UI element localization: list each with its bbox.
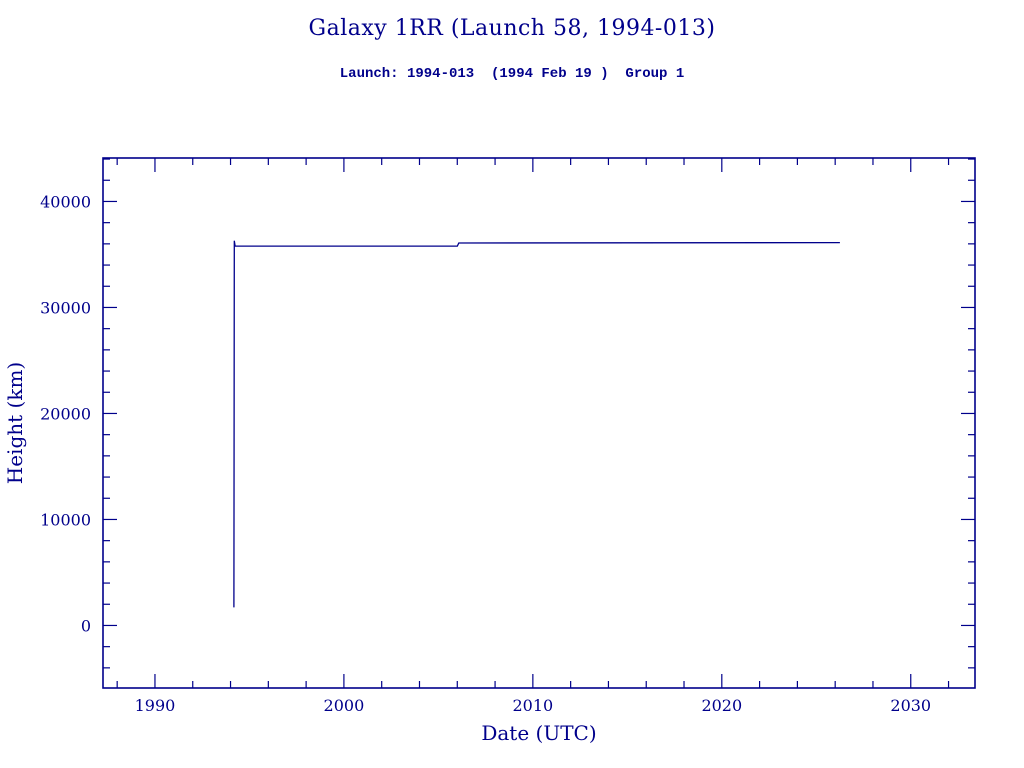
x-tick-label: 2030 <box>890 696 931 715</box>
y-axis-label: Height (km) <box>3 362 27 484</box>
y-tick-label: 20000 <box>40 404 91 423</box>
x-tick-label: 1990 <box>135 696 176 715</box>
x-axis-label: Date (UTC) <box>481 721 596 745</box>
y-tick-label: 40000 <box>40 192 91 211</box>
y-tick-label: 10000 <box>40 510 91 529</box>
chart-title: Galaxy 1RR (Launch 58, 1994-013) <box>308 16 716 41</box>
chart-subtitle: Launch: 1994-013 (1994 Feb 19 ) Group 1 <box>339 66 685 82</box>
x-tick-label: 2010 <box>512 696 553 715</box>
series-line <box>233 240 840 608</box>
x-tick-label: 2020 <box>701 696 742 715</box>
y-tick-label: 30000 <box>40 298 91 317</box>
y-tick-label: 0 <box>81 616 91 635</box>
x-tick-label: 2000 <box>324 696 365 715</box>
plot-frame <box>102 157 976 689</box>
